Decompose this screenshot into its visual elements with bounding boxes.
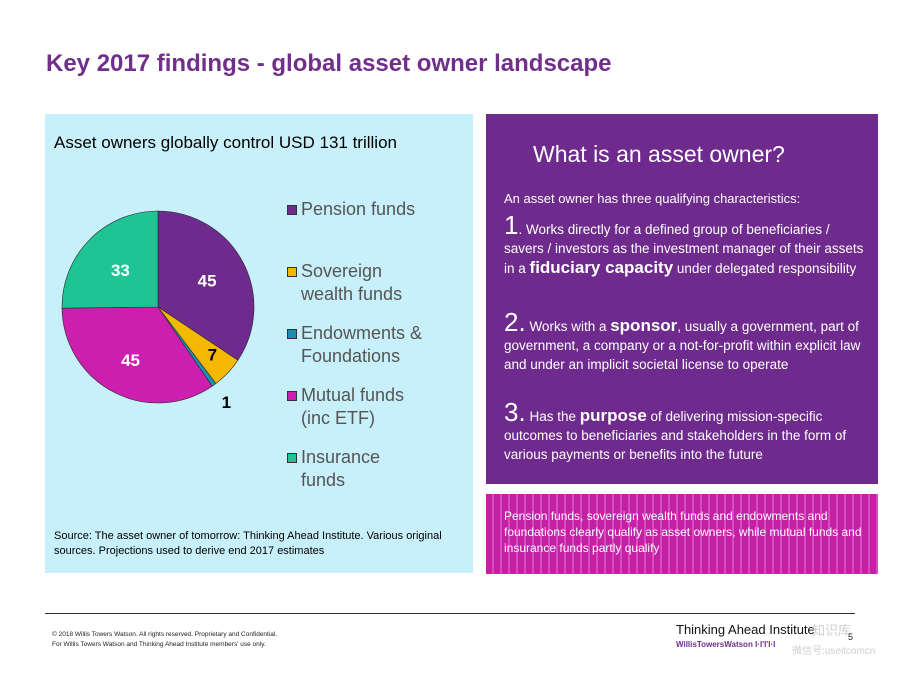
characteristic-text: Has the <box>525 409 580 424</box>
pie-label-mutual-funds-inc-etf: 45 <box>121 351 140 370</box>
characteristic-text: . Works directly for a defined group of … <box>504 222 864 276</box>
pie-label-sovereign-wealth-funds: 7 <box>208 345 217 364</box>
characteristic-keyword: fiduciary capacity <box>529 258 674 277</box>
watermark-text: 知识库 <box>812 623 852 638</box>
definition-intro: An asset owner has three qualifying char… <box>504 191 801 206</box>
characteristic-text: under delegated responsibility <box>673 261 857 276</box>
characteristic-text: of delivering mission-specific outcomes … <box>504 409 847 462</box>
footer-copyright: © 2018 Willis Towers Watson. All rights … <box>52 630 277 650</box>
pie-slice-insurance-funds <box>61 210 159 309</box>
pie-slices <box>61 210 255 404</box>
qualification-note-text: Pension funds, sovereign wealth funds an… <box>504 509 862 555</box>
pie-data-labels: 45 7 1 45 33 <box>111 261 231 412</box>
legend-swatch-insurance-funds <box>287 453 297 463</box>
copyright-line: © 2018 Willis Towers Watson. All rights … <box>52 631 278 638</box>
pie-slice-mutual-funds-inc-etf <box>61 306 213 404</box>
characteristic-keyword: purpose <box>579 406 647 425</box>
pie-label-pension-funds: 45 <box>198 272 217 291</box>
characteristic-keyword: sponsor <box>610 316 678 335</box>
legend-label: Insurance funds <box>301 447 381 490</box>
characteristic-number: 2. <box>504 307 526 337</box>
characteristic-number: 3. <box>504 397 526 427</box>
source-note: Source: The asset owner of tomorrow: Thi… <box>54 530 442 557</box>
pie-label-endowments-foundations: 1 <box>222 393 231 412</box>
characteristic-1: 1. Works directly for a defined group of… <box>504 212 872 278</box>
legend-swatch-endowments-foundations <box>287 329 297 339</box>
definition-heading: What is an asset owner? <box>533 141 785 167</box>
pie-label-insurance-funds: 33 <box>111 261 130 280</box>
page-number: 5 <box>848 632 854 642</box>
slide-title: Key 2017 findings - global asset owner l… <box>46 50 612 77</box>
company-logo: WillisTowersWatson I·I'I'I·I <box>676 640 776 649</box>
watermark-text: 微信号:useitcomcn <box>792 646 876 657</box>
characteristic-text: Works with a <box>525 319 611 334</box>
characteristic-number: 1 <box>504 210 519 240</box>
legend-swatch-pension-funds <box>287 205 297 215</box>
brand-name: Thinking Ahead Institute <box>676 622 815 637</box>
legend-label: Endowments & Foundations <box>301 323 423 366</box>
chart-heading: Asset owners globally control USD 131 tr… <box>54 133 397 152</box>
definition-panel: What is an asset owner? An asset owner h… <box>486 114 878 484</box>
legend-label: Pension funds <box>301 199 416 219</box>
legend-label: Mutual funds (inc ETF) <box>301 385 405 428</box>
qualification-note: Pension funds, sovereign wealth funds an… <box>486 494 878 574</box>
chart-panel: Asset owners globally control USD 131 tr… <box>45 114 473 573</box>
legend-label: Sovereign wealth funds <box>301 261 403 304</box>
legend-swatch-mutual-funds <box>287 391 297 401</box>
legend-swatch-sovereign-wealth-funds <box>287 267 297 277</box>
footer-divider <box>45 613 855 614</box>
copyright-line: For Willis Towers Watson and Thinking Ah… <box>52 641 266 648</box>
characteristic-2: 2. Works with a sponsor, usually a gover… <box>504 309 872 374</box>
characteristic-text: , usually a government, part of governme… <box>504 319 861 372</box>
pie-chart: 45 7 1 45 33 <box>61 210 255 412</box>
characteristic-3: 3. Has the purpose of delivering mission… <box>504 399 872 464</box>
